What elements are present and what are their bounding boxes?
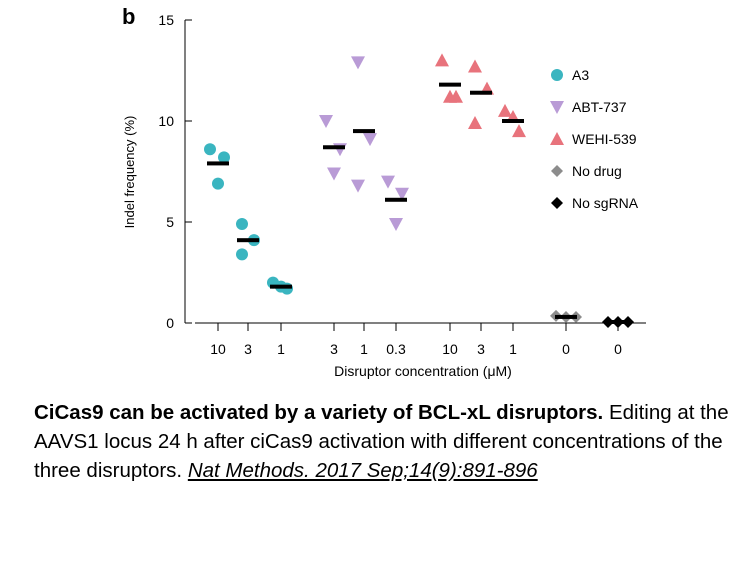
- x-tick-label: 3: [244, 341, 252, 357]
- citation-link[interactable]: Nat Methods. 2017 Sep;14(9):891-896: [187, 459, 538, 482]
- data-point: [435, 53, 449, 67]
- data-point: [333, 143, 347, 157]
- data-point: [351, 179, 365, 193]
- mean-bar: [353, 129, 375, 134]
- y-tick-label: 0: [166, 315, 174, 331]
- mean-bar: [502, 119, 524, 123]
- data-point: [218, 151, 230, 164]
- data-point: [363, 133, 377, 147]
- data-point: [443, 89, 457, 103]
- y-tick-label: 5: [166, 214, 174, 230]
- legend-label: ABT-737: [572, 99, 627, 115]
- x-tick-label: 1: [509, 341, 517, 357]
- x-tick-label: 0: [614, 341, 622, 357]
- x-tick-label: 1: [360, 341, 368, 357]
- x-axis-label: Disruptor concentration (μM): [334, 363, 512, 379]
- data-point: [389, 218, 403, 232]
- mean-bar: [439, 82, 461, 87]
- legend-label: A3: [572, 67, 589, 83]
- y-tick-label: 15: [158, 12, 174, 28]
- legend-marker: [551, 197, 563, 209]
- data-point: [381, 175, 395, 189]
- panel-label: b: [122, 4, 136, 29]
- x-tick-label: 3: [330, 341, 338, 357]
- data-point: [498, 103, 512, 117]
- data-point: [468, 116, 482, 130]
- data-point: [212, 177, 224, 190]
- mean-bar: [470, 90, 492, 95]
- y-axis-label: Indel frequency (%): [122, 116, 137, 229]
- data-point: [236, 248, 248, 261]
- x-tick-label: 0: [562, 341, 570, 357]
- legend-label: WEHI-539: [572, 131, 637, 147]
- legend-marker: [550, 101, 564, 114]
- data-point: [204, 143, 216, 156]
- caption-body: Editing at the AAVS1 locus 24 h after ci…: [34, 401, 729, 482]
- data-point: [351, 56, 365, 70]
- figure: b 0 5 10 15 Indel frequency (%) 10 3 1 3 1 0.3 10 3 1…: [122, 4, 646, 379]
- legend-label: No drug: [572, 163, 622, 179]
- mean-bar: [607, 319, 629, 324]
- mean-bar: [270, 284, 292, 289]
- x-tick-label: 3: [477, 341, 485, 357]
- legend-marker: [550, 132, 564, 145]
- x-tick-label: 0.3: [386, 341, 406, 357]
- x-tick-label: 10: [210, 341, 226, 357]
- data-point: [327, 167, 341, 181]
- legend-label: No sgRNA: [572, 195, 639, 211]
- mean-bar: [385, 197, 407, 202]
- legend: A3 ABT-737 WEHI-539 No drug No sgRNA: [550, 67, 639, 211]
- data-marks: [204, 53, 634, 328]
- data-point: [319, 115, 333, 128]
- data-point: [236, 218, 248, 231]
- figure-caption: CiCas9 can be activated by a variety of …: [34, 398, 749, 485]
- legend-marker: [551, 69, 563, 81]
- data-point: [512, 124, 526, 138]
- data-point: [395, 187, 409, 201]
- x-tick-label: 10: [442, 341, 458, 357]
- y-tick-label: 10: [158, 113, 174, 129]
- legend-marker: [551, 165, 563, 177]
- mean-bar: [207, 161, 229, 166]
- mean-bar: [237, 238, 259, 243]
- caption-title: CiCas9 can be activated by a variety of …: [34, 401, 604, 424]
- mean-bar: [323, 145, 345, 150]
- mean-bar: [555, 314, 577, 319]
- data-point: [468, 59, 482, 73]
- x-tick-label: 1: [277, 341, 285, 357]
